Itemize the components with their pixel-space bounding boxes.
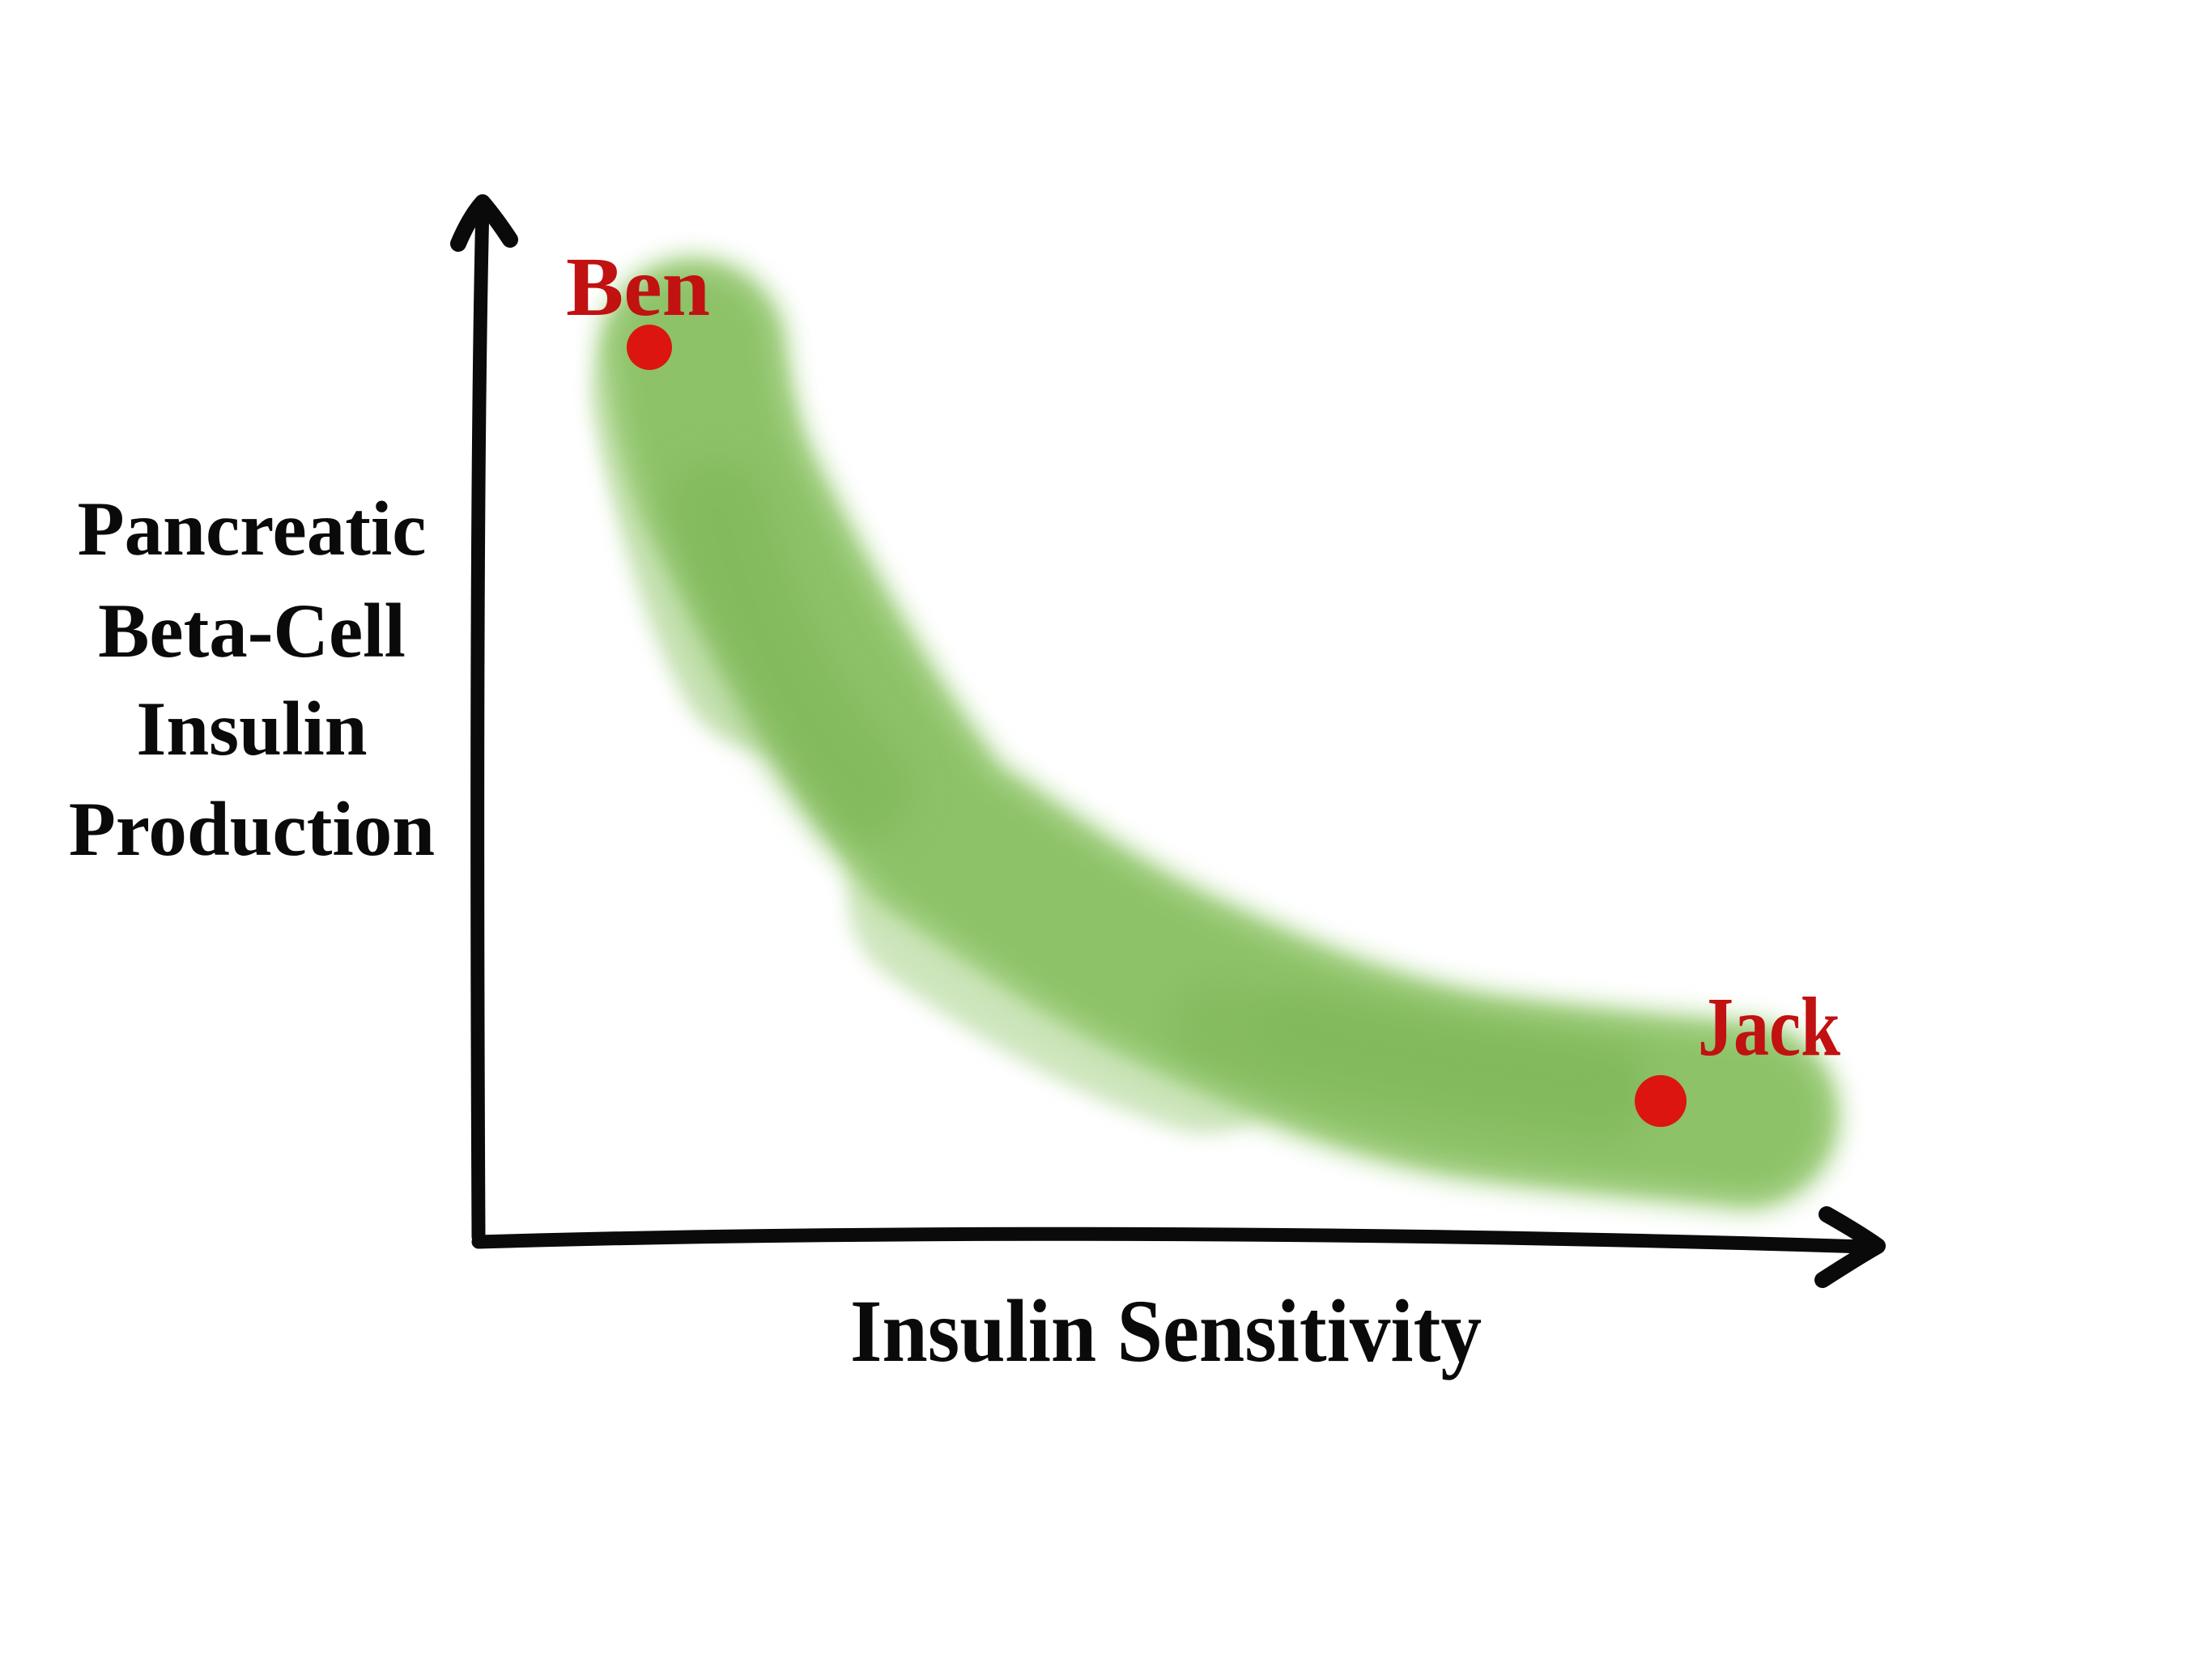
svg-text:Ben: Ben <box>566 240 710 334</box>
svg-text:Jack: Jack <box>1698 980 1840 1073</box>
svg-text:Insulin Sensitivity: Insulin Sensitivity <box>850 1282 1482 1380</box>
svg-text:Beta-Cell: Beta-Cell <box>98 588 406 674</box>
svg-text:Production: Production <box>69 786 435 872</box>
svg-text:Insulin: Insulin <box>136 686 367 772</box>
svg-text:Pancreatic: Pancreatic <box>78 486 427 572</box>
